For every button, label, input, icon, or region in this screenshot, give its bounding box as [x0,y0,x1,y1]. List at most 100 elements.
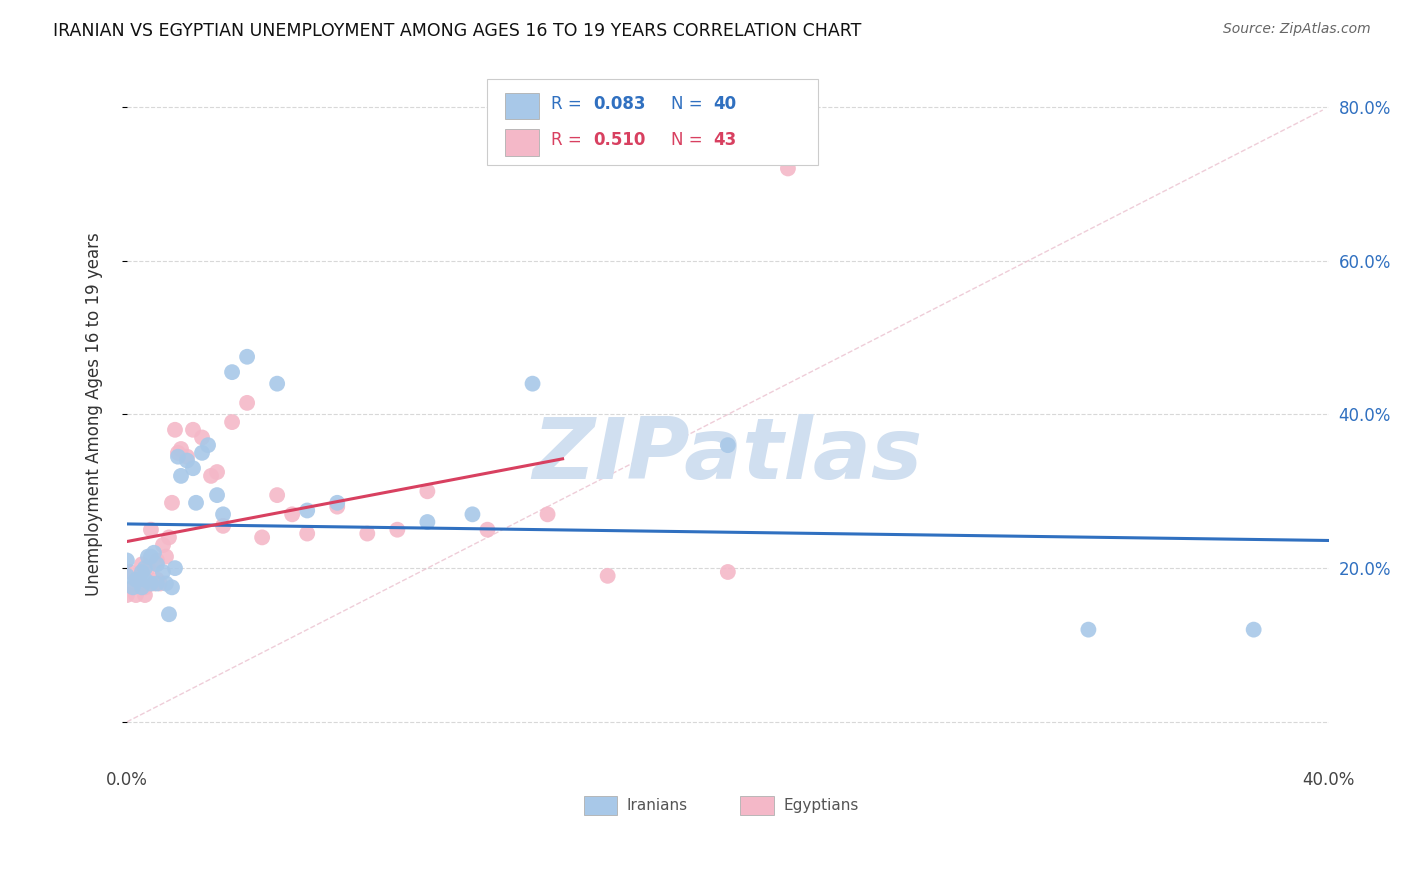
Point [134,580,156,594]
Point [146,553,169,567]
Text: N =: N = [671,131,703,150]
Point [157,530,180,544]
Point [295,503,318,517]
Point [139,549,162,564]
Point [170,442,193,456]
Point [115,553,138,567]
Text: 40: 40 [713,95,737,112]
Point [115,588,138,602]
Point [152,565,174,579]
Point [356,526,378,541]
Point [125,573,148,587]
Point [134,588,156,602]
Text: Source: ZipAtlas.com: Source: ZipAtlas.com [1223,22,1371,37]
Point [416,515,439,529]
Point [122,580,145,594]
Point [167,446,190,460]
Point [134,573,156,587]
Point [477,523,499,537]
Point [155,549,177,564]
Point [416,484,439,499]
Point [236,350,259,364]
Point [295,526,318,541]
Point [118,565,141,579]
Text: N =: N = [671,95,703,112]
Point [149,576,172,591]
Point [266,488,288,502]
Point [184,496,207,510]
Point [1243,623,1265,637]
Point [191,446,214,460]
Point [176,453,198,467]
Point [536,508,558,522]
Point [596,569,619,583]
Point [128,573,150,587]
Point [212,519,235,533]
Point [115,569,138,583]
Point [155,576,177,591]
Point [236,396,259,410]
Text: 0.083: 0.083 [593,95,645,112]
Point [326,500,349,514]
Point [461,508,484,522]
Point [142,576,165,591]
Point [134,561,156,575]
Text: Egyptians: Egyptians [783,797,859,813]
Point [221,415,243,429]
Text: 0.510: 0.510 [593,131,645,150]
FancyBboxPatch shape [583,796,617,815]
Point [181,461,204,475]
Point [152,538,174,552]
Point [221,365,243,379]
Point [136,549,159,564]
Point [326,496,349,510]
Text: Iranians: Iranians [627,797,688,813]
Point [163,423,186,437]
FancyBboxPatch shape [506,129,538,155]
Point [717,565,740,579]
Text: R =: R = [551,131,582,150]
Point [146,576,169,591]
Y-axis label: Unemployment Among Ages 16 to 19 years: Unemployment Among Ages 16 to 19 years [86,233,103,596]
Point [191,430,214,444]
Point [776,161,799,176]
Point [160,580,183,594]
Point [146,558,169,572]
Point [250,530,273,544]
Point [131,580,153,594]
Point [157,607,180,622]
Text: R =: R = [551,95,582,112]
Point [128,573,150,587]
Point [717,438,740,452]
Text: 43: 43 [713,131,737,150]
Point [387,523,409,537]
Point [167,450,190,464]
Point [139,576,162,591]
Point [266,376,288,391]
Point [146,573,169,587]
FancyBboxPatch shape [740,796,773,815]
Point [170,469,193,483]
Point [1077,623,1099,637]
Point [163,561,186,575]
Text: ZIPatlas: ZIPatlas [533,415,922,498]
FancyBboxPatch shape [506,93,538,119]
Point [200,469,222,483]
Point [281,508,304,522]
Point [205,465,228,479]
Point [181,423,204,437]
Point [122,580,145,594]
FancyBboxPatch shape [488,78,818,165]
Point [142,546,165,560]
Point [522,376,544,391]
Point [212,508,235,522]
Point [160,496,183,510]
Point [205,488,228,502]
Point [139,523,162,537]
Point [176,450,198,464]
Point [197,438,219,452]
Point [131,565,153,579]
Point [125,588,148,602]
Point [131,558,153,572]
Point [131,565,153,579]
